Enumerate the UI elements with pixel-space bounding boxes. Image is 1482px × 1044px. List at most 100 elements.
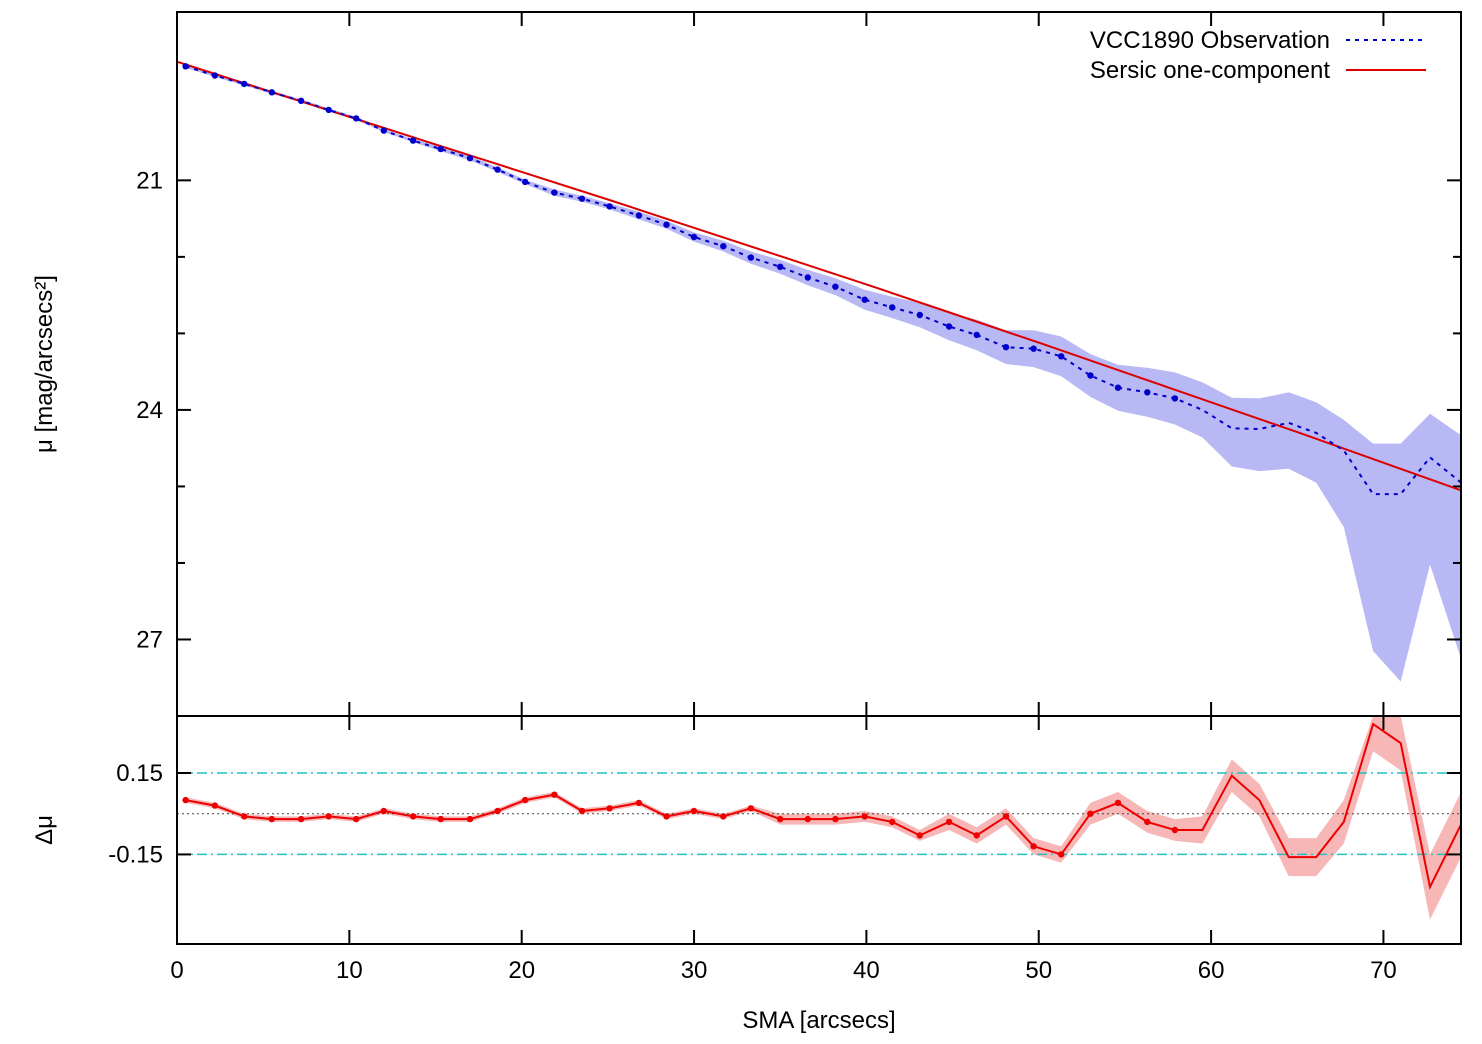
observation-point	[804, 274, 811, 281]
residual-point	[241, 813, 248, 820]
observation-point	[1114, 384, 1122, 391]
residual-point	[325, 813, 332, 820]
residual-point	[1144, 818, 1151, 826]
observation-point	[437, 145, 444, 153]
observation-point	[973, 331, 980, 339]
residual-point	[747, 805, 755, 812]
legend: VCC1890 Observation Sersic one-component	[1090, 27, 1426, 84]
residual-point	[380, 807, 387, 815]
observation-band-area	[185, 64, 1462, 682]
observation-point	[747, 254, 755, 261]
observation-point	[663, 221, 670, 228]
residual-point	[663, 813, 670, 820]
residual-point	[777, 815, 784, 823]
legend-entry-observation: VCC1890 Observation	[1090, 27, 1330, 54]
observation-point	[241, 80, 248, 88]
observation-error-band	[185, 64, 1462, 682]
observation-point	[945, 323, 953, 330]
observation-point	[916, 311, 923, 319]
observation-point	[861, 296, 868, 303]
observation-point	[832, 283, 839, 290]
y-tick-label: 0.15	[116, 760, 163, 787]
observation-point	[1002, 344, 1010, 351]
x-axis-title: SMA [arcsecs]	[742, 1007, 895, 1034]
residual-point	[1002, 813, 1010, 820]
residual-point	[945, 818, 953, 826]
observation-point	[494, 166, 501, 173]
observation-point	[380, 127, 387, 134]
observation-point	[1144, 389, 1151, 396]
residual-point	[889, 818, 896, 826]
residual-point	[521, 796, 529, 804]
residual-line	[185, 722, 1462, 891]
observation-point	[182, 63, 189, 70]
x-tick-label: 60	[1198, 957, 1225, 984]
observation-point	[578, 195, 586, 202]
top-panel-frame	[176, 11, 1462, 717]
observation-point	[521, 178, 529, 186]
observation-point	[551, 189, 558, 196]
residual-point	[437, 815, 444, 823]
observation-point	[409, 137, 417, 144]
observation-point	[1058, 353, 1065, 360]
bottom-y-axis-title: Δμ	[31, 815, 58, 845]
y-tick-label: 27	[136, 626, 163, 653]
observation-point	[606, 203, 613, 210]
sersic-model-series	[176, 60, 1462, 492]
legend-entry-model: Sersic one-component	[1090, 57, 1330, 84]
residual-point	[466, 815, 474, 823]
residual-point	[973, 832, 980, 839]
observation-point	[889, 304, 896, 311]
residual-point	[494, 807, 501, 815]
observation-point	[268, 89, 275, 96]
x-tick-labels: 0 10 20 30 40 50 60 70	[170, 957, 1396, 984]
observation-point	[720, 243, 727, 250]
residual-point	[297, 815, 305, 823]
residual-point	[861, 813, 868, 820]
x-tick-label: 30	[681, 957, 708, 984]
observation-point	[690, 233, 698, 241]
residual-error-band	[185, 716, 1462, 920]
residual-point	[1171, 826, 1179, 834]
x-tick-label: 70	[1370, 957, 1397, 984]
y-tick-label: -0.15	[108, 841, 163, 868]
x-tick-label: 40	[853, 957, 880, 984]
observation-point	[777, 263, 784, 270]
residual-point	[211, 802, 219, 809]
residual-series	[182, 722, 1462, 891]
residual-point	[1058, 851, 1065, 858]
observation-point	[297, 97, 305, 105]
residual-band-area	[185, 716, 1462, 920]
top-y-tick-labels: 21 24 27	[136, 167, 163, 653]
observation-point	[211, 72, 219, 79]
residual-point	[1087, 810, 1094, 817]
residual-point	[804, 815, 811, 823]
residual-point	[832, 815, 839, 823]
x-tick-label: 0	[170, 957, 183, 984]
observation-point	[1030, 345, 1037, 352]
residual-point	[353, 815, 360, 823]
residual-point	[1030, 843, 1037, 850]
observation-point	[1171, 395, 1179, 402]
residual-point	[635, 799, 643, 807]
residual-point	[606, 805, 613, 812]
observation-point	[353, 115, 360, 122]
residual-point	[182, 796, 189, 804]
x-tick-label: 10	[336, 957, 363, 984]
sersic-model-line	[176, 60, 1462, 492]
residual-point	[551, 791, 558, 798]
observation-series	[182, 63, 1462, 496]
residual-point	[268, 815, 275, 823]
observation-point	[325, 106, 332, 114]
residual-point	[409, 813, 417, 820]
x-tick-label: 50	[1025, 957, 1052, 984]
residual-point	[690, 807, 698, 815]
top-y-axis-title: μ [mag/arcsecs²]	[31, 275, 58, 453]
observation-line	[185, 65, 1462, 496]
x-tick-label: 20	[508, 957, 535, 984]
observation-point	[466, 155, 474, 162]
y-tick-label: 21	[136, 167, 163, 194]
top-panel-ticks	[176, 12, 1461, 716]
observation-point	[635, 212, 643, 219]
